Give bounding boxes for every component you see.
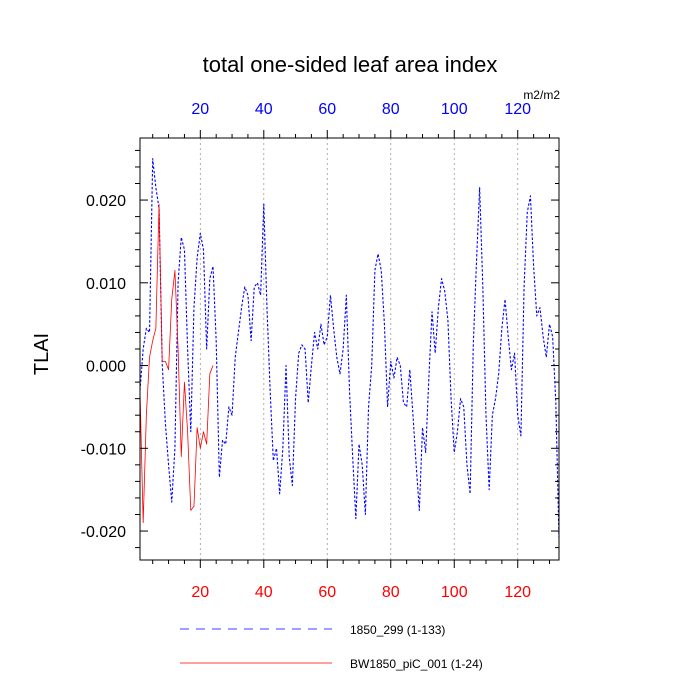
x-top-tick-label-4: 100 xyxy=(441,101,468,118)
series-lines xyxy=(139,158,560,540)
series-line-1 xyxy=(139,203,214,524)
x-top-tick-label-1: 40 xyxy=(255,101,273,118)
y-tick-label-2: 0.000 xyxy=(86,359,126,376)
axis-ticks xyxy=(135,130,559,568)
x-bottom-tick-label-0: 20 xyxy=(191,584,209,601)
x-top-tick-label-3: 80 xyxy=(382,101,400,118)
x-bottom-tick-label-3: 80 xyxy=(382,584,400,601)
legend-label-0: 1850_299 (1-133) xyxy=(350,623,445,637)
units-label: m2/m2 xyxy=(523,88,560,102)
legend-label-1: BW1850_piC_001 (1-24) xyxy=(350,657,483,671)
x-bottom-tick-label-5: 120 xyxy=(504,584,531,601)
y-tick-label-3: 0.010 xyxy=(86,276,126,293)
x-bottom-tick-label-4: 100 xyxy=(441,584,468,601)
y-axis-label: TLAI xyxy=(31,333,53,375)
x-top-tick-label-0: 20 xyxy=(191,101,209,118)
y-tick-label-1: -0.010 xyxy=(81,441,126,458)
x-top-tick-label-2: 60 xyxy=(318,101,336,118)
series-line-0 xyxy=(139,158,560,540)
legend: 1850_299 (1-133) BW1850_piC_001 (1-24) xyxy=(180,623,483,671)
x-top-tick-label-5: 120 xyxy=(504,101,531,118)
x-bottom-tick-label-1: 40 xyxy=(255,584,273,601)
axis-tick-labels: -0.020 -0.010 0.000 0.010 0.020 20 40 60 80 100 12… xyxy=(81,101,532,601)
y-tick-label-0: -0.020 xyxy=(81,524,126,541)
y-tick-label-4: 0.020 xyxy=(86,193,126,210)
chart-title: total one-sided leaf area index xyxy=(203,52,498,77)
x-bottom-tick-label-2: 60 xyxy=(318,584,336,601)
